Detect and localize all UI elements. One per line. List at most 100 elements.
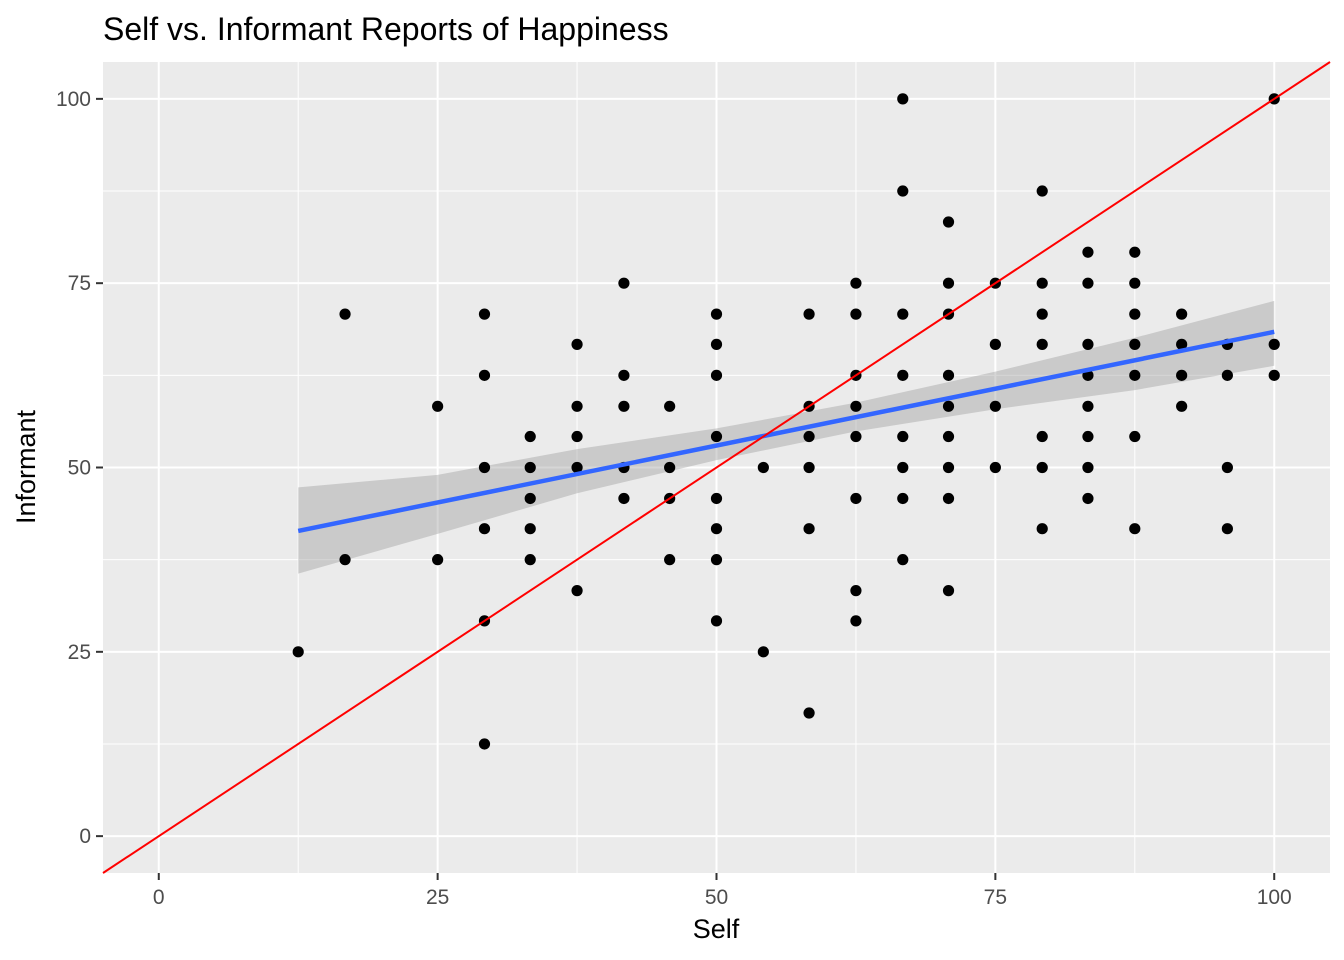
data-point [942,216,955,228]
data-point [897,554,909,566]
y-axis-title: Informant [11,409,41,524]
data-point [942,369,955,381]
data-point [942,492,955,505]
data-point [850,585,862,597]
data-point [897,93,909,105]
data-point [803,523,815,535]
x-tick-label: 75 [984,886,1007,909]
x-tick-label: 50 [705,886,728,909]
data-point [1268,369,1280,381]
data-point [1036,308,1048,320]
data-point [710,308,723,320]
confidence-band [298,300,1275,574]
y-tick-label: 75 [68,272,91,295]
data-point [432,400,444,412]
data-point [803,707,815,719]
data-point [1036,185,1048,197]
data-point [1176,308,1188,320]
data-point [664,400,676,412]
data-point [524,492,536,505]
data-point [710,369,723,381]
y-tick-label: 50 [68,457,91,480]
data-point [618,492,630,505]
data-point [1129,430,1141,443]
data-point [1036,338,1048,350]
axis-ticks: 0 25 50 75 100 0 25 50 75 100 [56,88,1292,909]
data-point [1129,523,1141,535]
data-point [803,308,815,320]
data-point [897,430,909,443]
data-point [618,369,630,381]
data-point [850,308,862,320]
data-point [1082,338,1094,350]
x-tick-label: 100 [1257,886,1292,909]
data-point [571,400,583,412]
chart-title: Self vs. Informant Reports of Happiness [103,11,669,47]
data-point [478,461,491,474]
data-point [478,308,491,320]
data-point [757,646,769,658]
data-point [571,585,583,597]
data-point [1082,461,1094,474]
data-point [1082,277,1094,289]
data-point [1129,246,1141,258]
data-point [524,461,536,474]
data-point [850,400,862,412]
data-point [1082,492,1094,505]
x-axis-title: Self [693,914,740,944]
y-tick-label: 25 [68,641,91,664]
x-tick-label: 0 [153,886,165,909]
data-point [524,430,536,443]
data-point [1082,246,1094,258]
data-point [803,430,815,443]
data-point [942,585,955,597]
data-point [850,615,862,627]
data-point [571,430,583,443]
data-point [524,554,536,566]
data-point [339,308,351,320]
confidence-band-area [298,300,1275,574]
data-point [989,400,1001,412]
data-point [1221,461,1233,474]
data-point [710,492,723,505]
data-point [1082,430,1094,443]
data-point [710,430,723,443]
data-point [710,523,723,535]
data-point [942,430,955,443]
data-point [989,338,1001,350]
data-point [850,430,862,443]
data-point [292,646,304,658]
data-point [942,277,955,289]
data-point [432,554,444,566]
data-point [897,461,909,474]
data-point [1036,277,1048,289]
data-point [897,492,909,505]
data-point [571,338,583,350]
data-point [850,277,862,289]
data-point [1221,369,1233,381]
y-tick-label: 0 [79,825,91,848]
data-point [1082,400,1094,412]
data-point [1176,400,1188,412]
data-point [897,308,909,320]
data-point [710,338,723,350]
data-point [664,554,676,566]
data-point [710,615,723,627]
data-point [1129,277,1141,289]
data-point [478,738,491,750]
data-point [664,461,676,474]
data-point [339,554,351,566]
data-point [1129,369,1141,381]
y-tick-label: 100 [56,88,91,111]
data-point [1036,523,1048,535]
data-point [524,523,536,535]
data-point [618,277,630,289]
data-point [1221,523,1233,535]
data-point [897,185,909,197]
regression-line [297,329,1275,534]
data-point [757,461,769,474]
x-tick-label: 25 [426,886,449,909]
data-point [942,400,955,412]
data-point [942,461,955,474]
